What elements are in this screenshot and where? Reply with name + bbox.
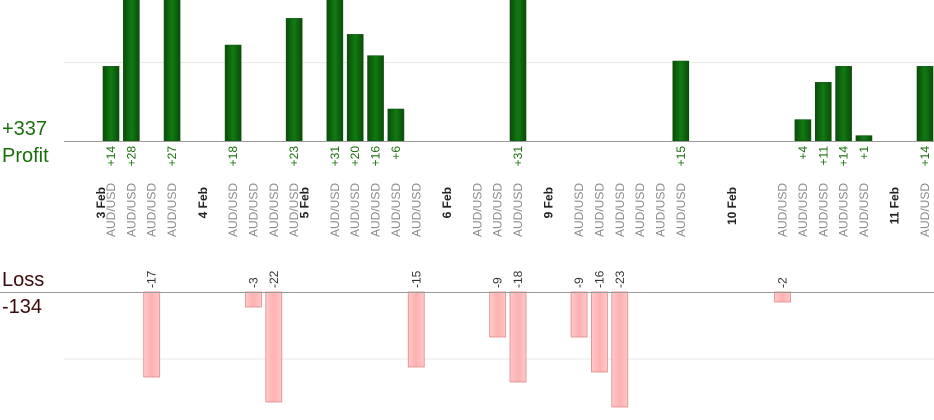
pair-label: AUD/USD <box>613 183 627 237</box>
pair-label: AUD/USD <box>796 183 810 237</box>
pair-label: AUD/USD <box>104 183 118 237</box>
loss-value-label: -9 <box>572 277 586 288</box>
pair-label: AUD/USD <box>572 183 586 237</box>
profit-bars <box>102 0 934 142</box>
profit-bar <box>285 18 303 142</box>
pair-label: AUD/USD <box>267 183 281 237</box>
gridlines <box>64 62 934 360</box>
profit-bar <box>672 60 690 142</box>
day-label: 6 Feb <box>440 187 454 218</box>
day-label: 5 Feb <box>298 187 312 218</box>
pair-label: AUD/USD <box>287 183 301 237</box>
profit-bar <box>163 0 181 142</box>
profit-value-label: +18 <box>226 146 240 167</box>
profit-bar <box>367 55 384 142</box>
loss-value-label: -15 <box>409 270 423 288</box>
loss-bars <box>143 291 791 408</box>
profit-value-label: +23 <box>287 146 301 167</box>
loss-value-label: -16 <box>592 270 606 288</box>
profit-bar <box>224 44 242 142</box>
loss-bar <box>611 291 629 408</box>
profit-bar <box>102 66 120 142</box>
profit-value-label: +16 <box>369 146 383 167</box>
profit-bar <box>326 0 344 142</box>
profit-value-label: +20 <box>348 146 362 167</box>
profit-value-label: +28 <box>124 146 138 167</box>
pair-label: AUD/USD <box>592 183 606 237</box>
profit-bar <box>794 119 812 142</box>
pair-label: AUD/USD <box>816 183 830 237</box>
loss-bar <box>143 291 161 378</box>
loss-value-label: -23 <box>613 270 627 288</box>
pair-label: AUD/USD <box>491 183 505 237</box>
loss-value-label: -17 <box>145 270 159 288</box>
profit-bar <box>387 108 405 142</box>
profit-total: +337 <box>2 118 48 140</box>
loss-value-label: -18 <box>511 270 525 288</box>
day-label: 3 Feb <box>94 187 108 218</box>
pair-label: AUD/USD <box>389 183 403 237</box>
profit-value-label: +31 <box>328 146 342 167</box>
pair-label: AUD/USD <box>165 183 179 237</box>
day-label: 11 Feb <box>888 187 902 224</box>
profit-value-label: +31 <box>511 146 525 167</box>
profit-value-label: +15 <box>674 146 688 167</box>
profit-label: Profit <box>2 145 49 167</box>
loss-bar <box>489 291 507 338</box>
pair-label: AUD/USD <box>633 183 647 237</box>
pair-label: AUD/USD <box>776 183 790 237</box>
profit-bar <box>123 0 140 142</box>
pair-label: AUD/USD <box>918 183 932 237</box>
profit-bar <box>855 135 873 142</box>
axis-lines <box>0 141 934 293</box>
day-label: 4 Feb <box>196 187 210 218</box>
pair-label: AUD/USD <box>369 183 383 237</box>
profit-bar <box>916 66 934 142</box>
pair-label: AUD/USD <box>470 183 484 237</box>
loss-bar <box>591 291 608 373</box>
profit-value-label: +6 <box>389 146 403 160</box>
pair-label: AUD/USD <box>145 183 159 237</box>
pair-label: AUD/USD <box>124 183 138 237</box>
profit-value-label: +11 <box>816 146 830 166</box>
loss-value-label: -22 <box>267 270 281 288</box>
loss-label: Loss <box>2 269 45 291</box>
pair-label: AUD/USD <box>674 183 688 237</box>
profit-value-label: +4 <box>796 146 810 160</box>
pair-label: AUD/USD <box>511 183 525 237</box>
loss-value-label: -3 <box>246 277 260 288</box>
profit-value-label: +27 <box>165 146 179 167</box>
profit-value-label: +14 <box>104 146 118 167</box>
profit-value-label: +14 <box>837 146 851 167</box>
day-label: 10 Feb <box>725 187 739 225</box>
profit-bar <box>509 0 527 142</box>
loss-bar <box>245 291 262 308</box>
pair-label: AUD/USD <box>409 183 423 237</box>
profit-bar <box>814 82 832 142</box>
loss-bar <box>509 291 527 383</box>
pair-label: AUD/USD <box>328 183 342 237</box>
profit-value-label: +14 <box>918 146 932 167</box>
profit-bar <box>346 34 364 142</box>
pair-label: AUD/USD <box>246 183 260 237</box>
profit-bar <box>835 66 852 142</box>
pair-label: AUD/USD <box>348 183 362 237</box>
loss-bar <box>407 291 425 368</box>
pair-label: AUD/USD <box>653 183 667 237</box>
loss-bar <box>265 291 283 403</box>
loss-total: -134 <box>2 296 43 318</box>
profit-value-label: +1 <box>857 146 871 160</box>
pair-label: AUD/USD <box>837 183 851 237</box>
pair-label: AUD/USD <box>857 183 871 237</box>
loss-bar <box>774 291 791 303</box>
loss-bar <box>570 291 588 338</box>
loss-value-label: -9 <box>491 277 505 288</box>
loss-value-label: -2 <box>776 277 790 288</box>
pair-label: AUD/USD <box>226 183 240 237</box>
bar-labels: +14 +28 -17 +27 +18 -3 -22 +23 +31 +20 +16 +6 -15 -9 +… <box>104 146 932 288</box>
day-label: 9 Feb <box>542 187 556 218</box>
